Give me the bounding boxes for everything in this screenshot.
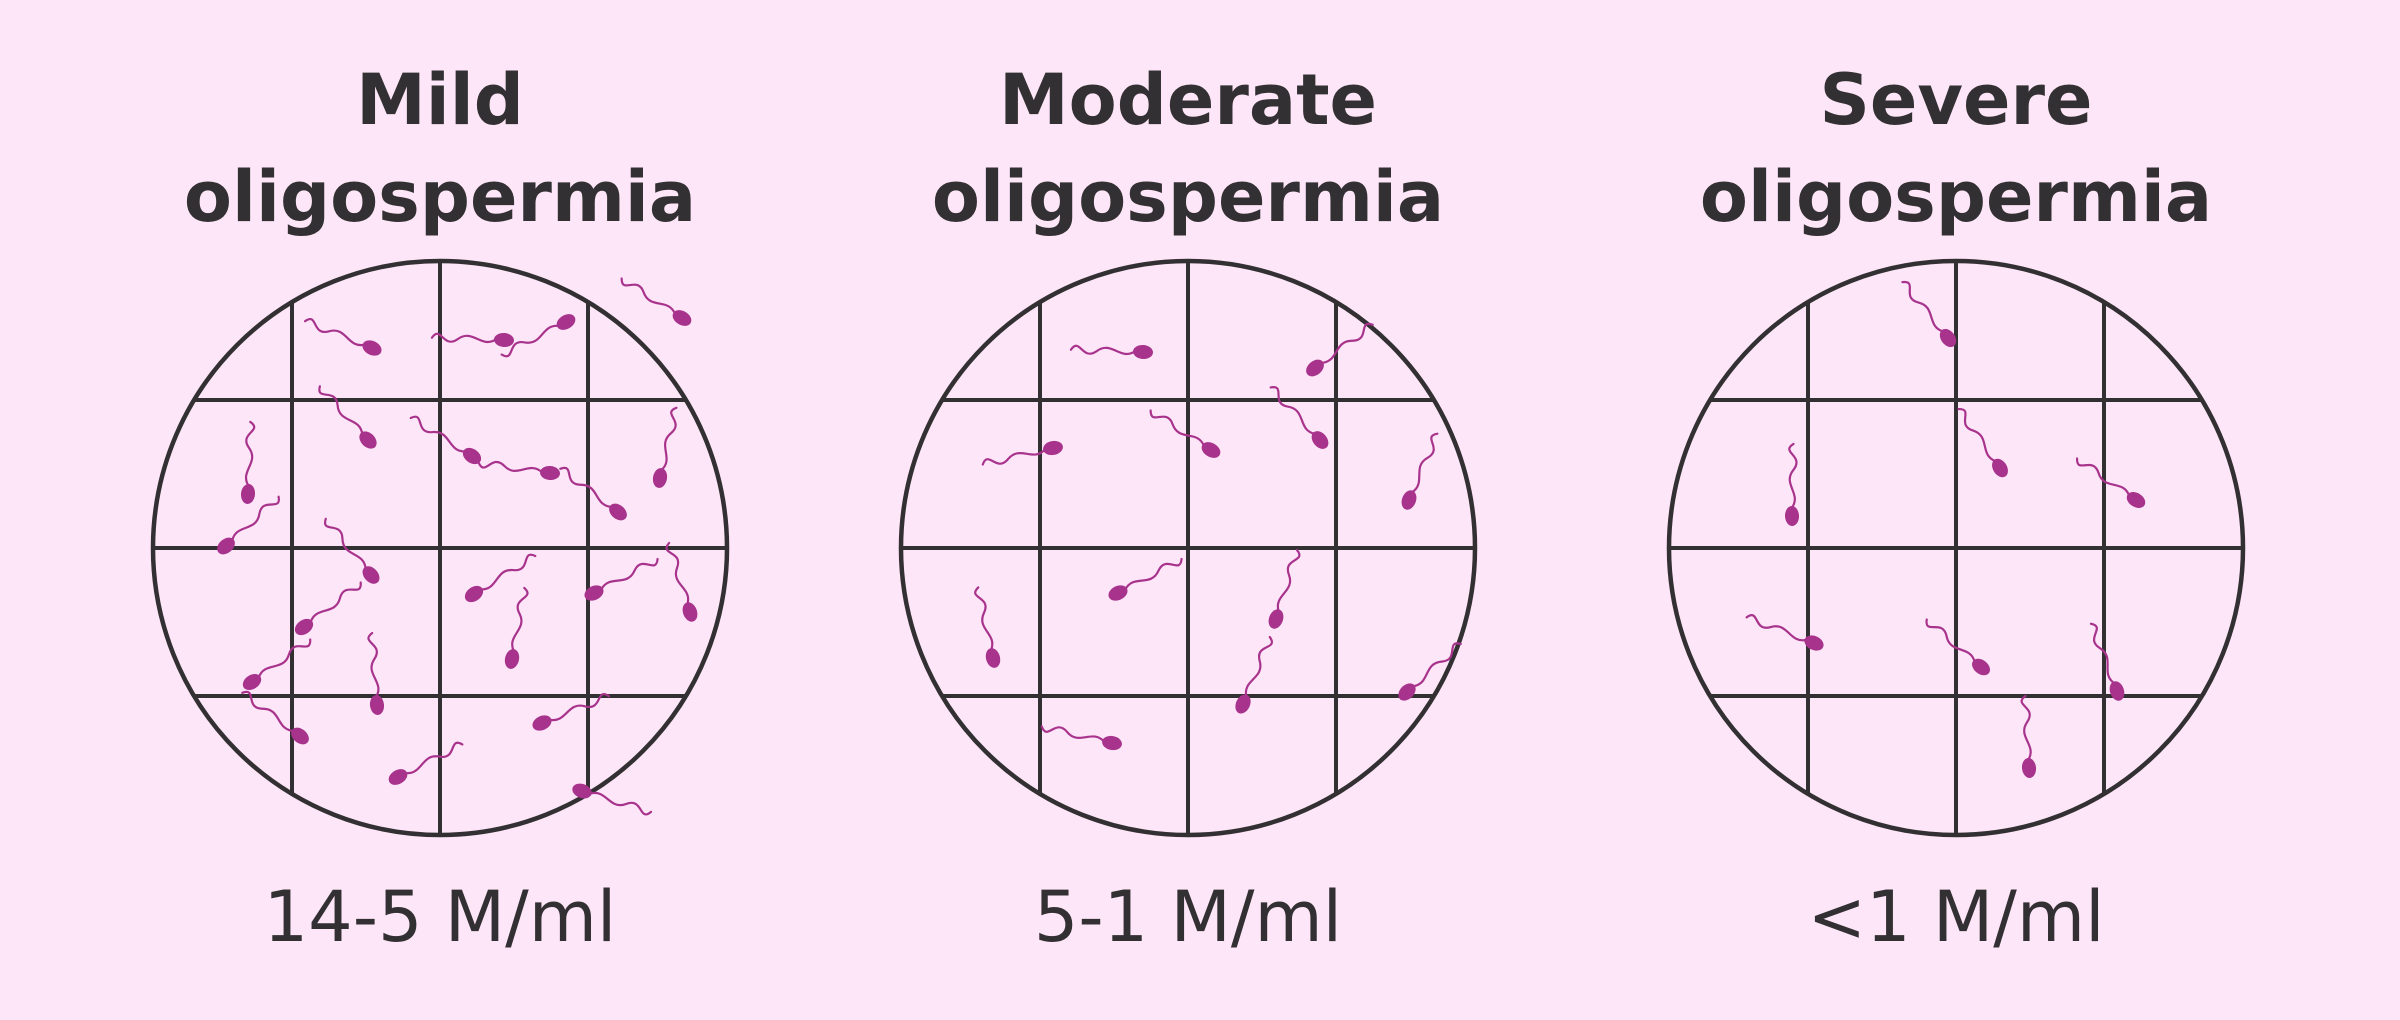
panel-severe: Severe oligospermia <1 M/ml (1636, 0, 2276, 1020)
title-line-2: oligospermia (183, 156, 697, 238)
sperm-cell-icon (981, 440, 1063, 466)
sperm-cell-icon (1108, 557, 1183, 601)
sperm-cell-icon (409, 415, 482, 465)
sperm-cell-icon (2089, 622, 2125, 701)
panel-mild: Mild oligospermia 14-5 M/ml (120, 0, 760, 1020)
microscope-field-mild (150, 258, 730, 838)
sperm-cell-icon (1784, 442, 1800, 526)
sperm-cell-icon (1269, 386, 1329, 449)
sperm-cell-icon (1398, 642, 1462, 701)
sperm-cell-icon (620, 277, 692, 326)
sperm-cell-icon (2020, 694, 2037, 778)
title-line-2: oligospermia (931, 156, 1445, 238)
sperm-cell-icon (303, 318, 382, 356)
sperm-cell-icon (1235, 635, 1273, 714)
sperm-cell-icon (1149, 409, 1221, 458)
sperm-cell-icon (572, 783, 653, 816)
sperm-cell-icon (559, 466, 627, 521)
microscope-field-outline (898, 258, 1478, 838)
sperm-cell-icon (430, 332, 514, 348)
sperm-cell-icon (504, 586, 529, 669)
sperm-cell-icon (974, 586, 1001, 668)
chamber-grid (1669, 261, 2243, 835)
title-line-1: Moderate (998, 59, 1378, 141)
sperm-cell-icon (584, 557, 659, 601)
panel-moderate: Moderate oligospermia 5-1 M/ml (868, 0, 1508, 1020)
concentration-label: <1 M/ml (1807, 876, 2105, 958)
concentration-label: 14-5 M/ml (263, 876, 617, 958)
panel-title: Severe oligospermia (1636, 52, 2276, 246)
sperm-cell-icon (1957, 407, 2008, 478)
chamber-grid (153, 261, 727, 835)
sperm-cell-icon (500, 314, 576, 358)
sperm-cell-icon (1069, 344, 1153, 360)
sperm-cell-icon (241, 690, 309, 745)
sperm-cell-icon (477, 460, 560, 481)
title-line-2: oligospermia (1699, 156, 2213, 238)
sperm-cell-icon (532, 693, 611, 731)
sperm-cell-icon (1401, 432, 1439, 510)
sperm-cell-icon (1901, 280, 1957, 348)
panel-title: Moderate oligospermia (868, 52, 1508, 246)
microscope-field-severe (1666, 258, 2246, 838)
sperm-cell-icon (388, 741, 464, 785)
microscope-field-outline (150, 258, 730, 838)
sperm-cell-icon (652, 406, 678, 488)
sperm-cell-icon (1745, 614, 1824, 651)
sperm-cell-icon (367, 631, 385, 715)
microscope-field-outline (1666, 258, 2246, 838)
sperm-cell-icon (323, 517, 380, 584)
microscope-field-moderate (898, 258, 1478, 838)
sperm-cell-icon (294, 581, 362, 636)
sperm-cell-icon (464, 553, 537, 603)
title-line-1: Severe (1819, 59, 2093, 141)
sperm-cell-icon (240, 420, 256, 504)
sperm-cell-icon (1268, 548, 1301, 629)
sperm-cell-icon (217, 495, 280, 555)
chamber-grid (901, 261, 1475, 835)
title-line-1: Mild (356, 59, 524, 141)
sperm-cell-icon (2075, 457, 2146, 508)
sperm-cell-icon (665, 541, 698, 622)
sperm-cell-icon (1040, 725, 1122, 751)
sperm-cell-icon (1306, 322, 1374, 377)
sperm-cell-icon (1925, 618, 1990, 676)
concentration-label: 5-1 M/ml (1033, 876, 1343, 958)
sperm-cell-icon (318, 385, 377, 449)
panel-title: Mild oligospermia (120, 52, 760, 246)
sperm-cell-icon (242, 638, 312, 691)
